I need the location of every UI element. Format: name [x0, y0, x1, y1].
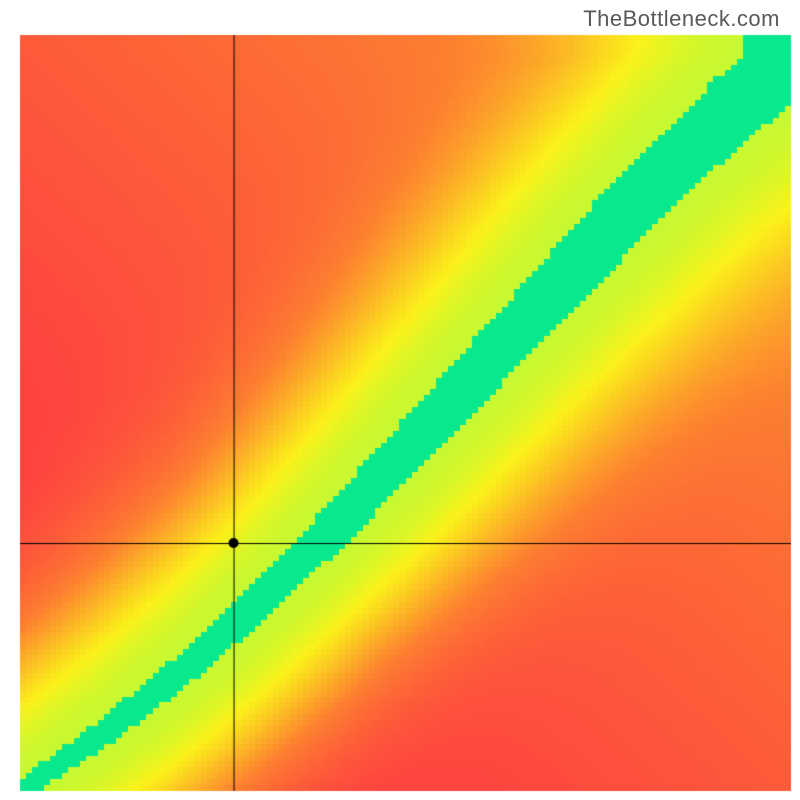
- chart-container: TheBottleneck.com: [0, 0, 800, 800]
- bottleneck-heatmap-canvas: [0, 0, 800, 800]
- watermark-text: TheBottleneck.com: [583, 6, 780, 32]
